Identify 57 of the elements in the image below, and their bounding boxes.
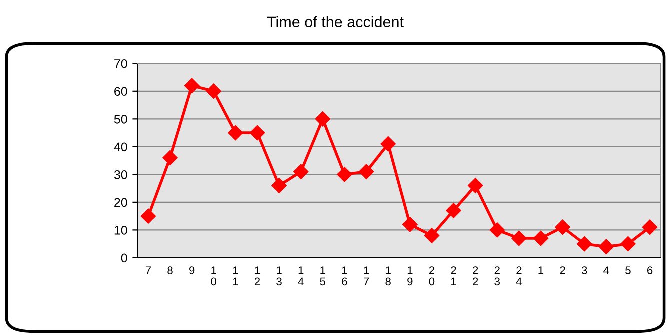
x-tick-label: 18 (386, 266, 391, 286)
point (490, 222, 505, 238)
y-tick-label: 40 (114, 142, 128, 152)
y-tick-label: 10 (114, 226, 128, 235)
point (512, 230, 527, 246)
point (620, 236, 636, 252)
x-tick-label: 2 (560, 266, 566, 274)
x-tick-label: 17 (364, 266, 370, 286)
point (272, 178, 287, 194)
x-tick-label: 7 (146, 266, 151, 274)
x-tick-label: 9 (190, 266, 195, 274)
x-tick-label: 1 (538, 266, 544, 274)
chart-title: Time of the accident (267, 16, 404, 28)
point (446, 203, 462, 218)
point (468, 178, 484, 194)
point (315, 112, 330, 127)
point (337, 167, 352, 182)
point (402, 217, 418, 232)
point (184, 78, 200, 94)
x-tick-label: 11 (233, 266, 238, 286)
x-tick-label: 21 (451, 266, 456, 286)
point (598, 239, 614, 254)
y-tick-label: 20 (114, 198, 128, 208)
point (294, 164, 309, 180)
x-tick-label: 19 (408, 266, 413, 286)
y-tick-label: 0 (121, 254, 128, 263)
y-tick-label: 30 (114, 170, 128, 180)
x-tick-label: 20 (429, 266, 435, 286)
point (380, 136, 396, 152)
point (642, 220, 658, 235)
x-tick-label: 6 (648, 266, 653, 274)
x-tick-label: 12 (254, 266, 260, 286)
x-tick-label: 24 (516, 266, 522, 286)
x-tick-label: 3 (582, 266, 588, 274)
x-tick-label: 13 (276, 266, 282, 286)
y-tick-label: 60 (114, 87, 128, 96)
x-tick-label: 22 (473, 266, 478, 286)
x-tick-label: 15 (320, 266, 326, 286)
point (577, 236, 592, 252)
x-tick-label: 8 (168, 266, 173, 274)
x-tick-label: 23 (494, 266, 500, 286)
y-tick-label: 50 (114, 114, 128, 124)
x-tick-label: 16 (342, 266, 348, 286)
x-tick-label: 5 (626, 266, 631, 274)
point (533, 230, 549, 246)
point (206, 84, 222, 99)
point (250, 125, 266, 141)
point (424, 228, 440, 244)
x-tick-label: 4 (604, 266, 610, 274)
point (358, 164, 374, 180)
x-tick-label: 14 (298, 266, 304, 286)
y-tick-label: 70 (114, 59, 128, 68)
point (228, 125, 244, 141)
point (162, 150, 178, 166)
point (140, 208, 156, 224)
point (555, 220, 570, 235)
x-tick-label: 10 (211, 266, 217, 286)
